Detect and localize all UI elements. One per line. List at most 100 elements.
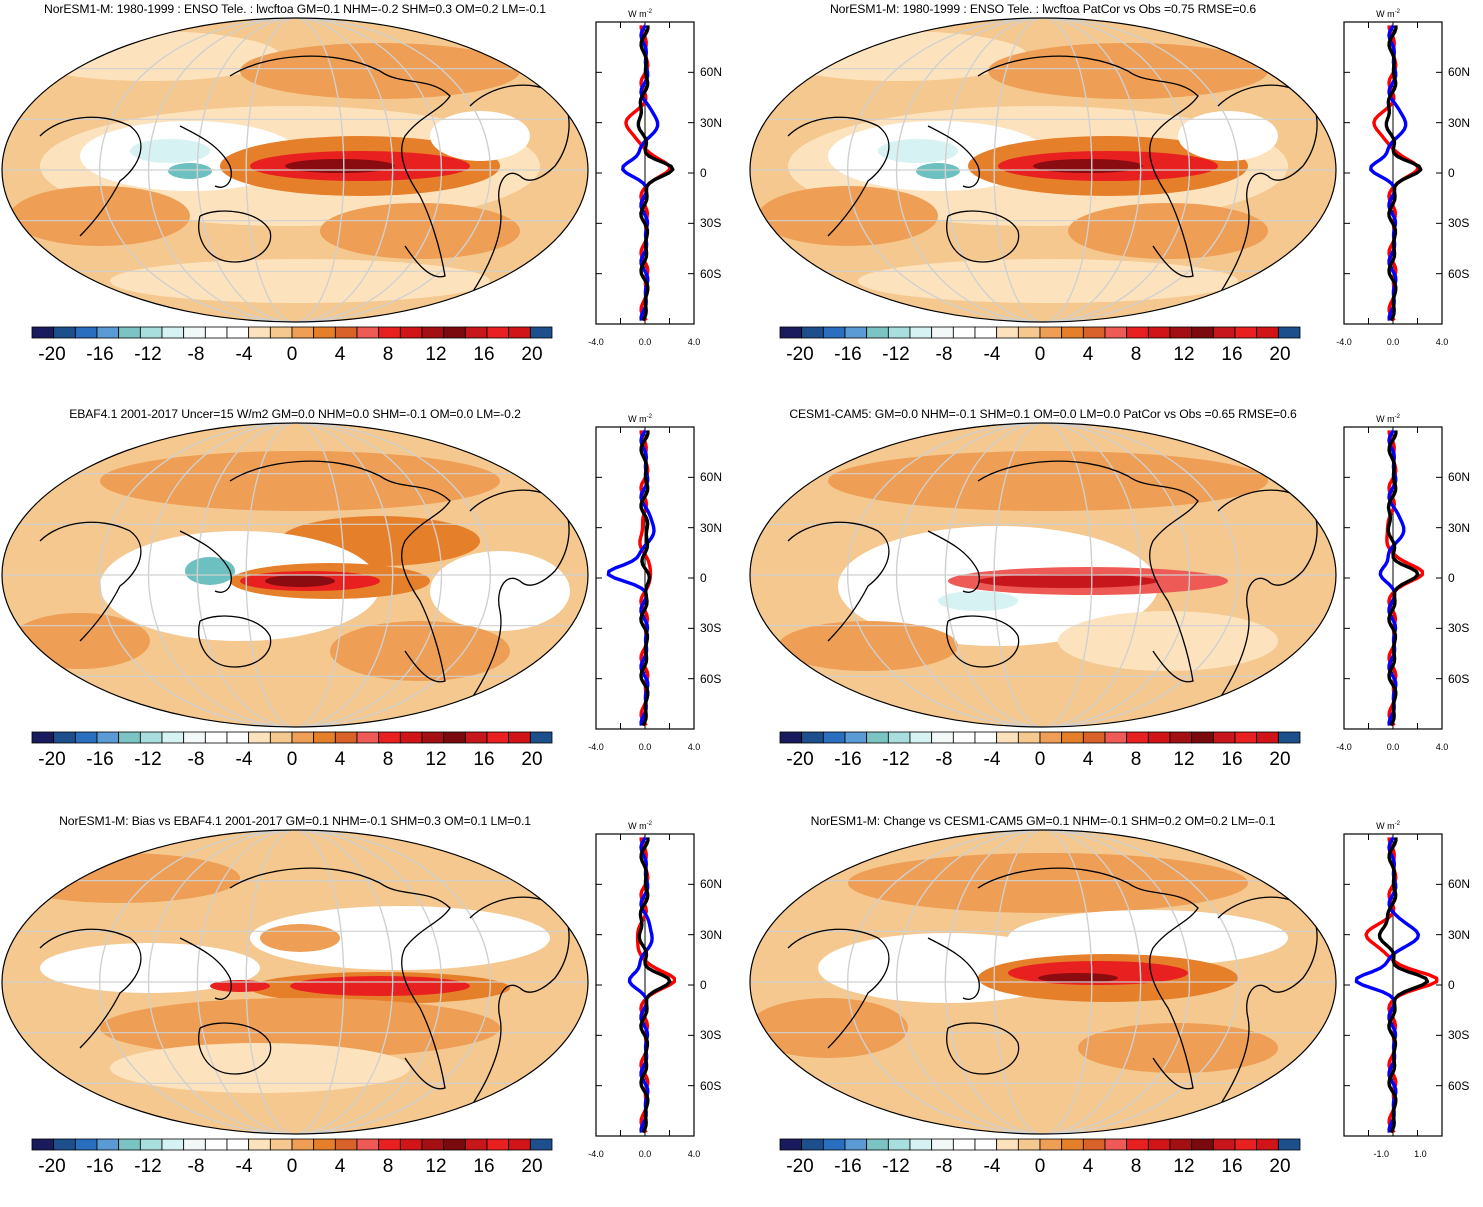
zonal-unit-label: W m-2 — [626, 9, 654, 19]
coastline — [977, 55, 1199, 278]
colorbar-swatch — [96, 731, 120, 744]
lat-label: 30N — [700, 520, 723, 535]
graticule-line — [895, 423, 1191, 727]
colorbar-swatch — [1256, 731, 1279, 744]
coastline — [229, 867, 451, 1090]
colorbar-swatch — [1169, 731, 1193, 744]
map-fill — [2, 18, 588, 322]
colorbar-swatch — [226, 1138, 250, 1151]
global-map — [748, 828, 1338, 1136]
graticule-line — [944, 18, 1142, 322]
map-region — [185, 557, 235, 585]
panel-4: CESM1-CAM5: GM=0.0 NHM=-0.1 SHM=0.1 OM=0… — [748, 405, 1483, 800]
colorbar-labels: -20 -16 -12 -8 -4 0 4 8 12 16 20 — [30, 1156, 560, 1182]
x-tick-label: 0.0 — [638, 1149, 652, 1159]
colorbar-swatch — [161, 326, 185, 339]
map-region — [938, 591, 1018, 611]
colorbar-swatch — [1017, 731, 1041, 744]
colorbar-swatch — [464, 1138, 488, 1151]
map-border — [1, 829, 589, 1135]
colorbar-swatch — [226, 731, 250, 744]
map-region — [1058, 611, 1278, 671]
colorbar-swatch — [1234, 1138, 1258, 1151]
colorbar-swatch — [1082, 731, 1106, 744]
colorbar-labels: -20 -16 -12 -8 -4 0 4 8 12 16 20 — [778, 749, 1308, 775]
map-border — [1, 422, 589, 728]
colorbar-swatch — [269, 1138, 293, 1151]
map-region — [430, 111, 530, 161]
x-tick-label: -1.0 — [1373, 1149, 1389, 1159]
colorbar-swatch — [909, 1138, 933, 1151]
colorbar-label: -4 — [235, 749, 253, 770]
panel-title: EBAF4.1 2001-2017 Uncer=15 W/m2 GM=0.0 N… — [69, 407, 521, 421]
x-tick-label: 4.0 — [687, 337, 701, 347]
colorbar-labels: -20 -16 -12 -8 -4 0 4 8 12 16 20 — [778, 344, 1308, 370]
map-region — [1008, 910, 1288, 966]
x-tick-label: -4.0 — [1336, 337, 1352, 347]
coastline — [977, 460, 1199, 683]
colorbar-swatch — [1212, 1138, 1236, 1151]
map-fill — [750, 18, 1336, 322]
colorbar-swatch — [1039, 326, 1063, 339]
colorbar-swatch — [291, 731, 315, 744]
colorbar-swatch — [248, 731, 271, 744]
zonal-mean-plot: W m-2 60N 30N 0 30S 60S -4.0 0.0 4.0 — [586, 8, 736, 348]
colorbar-label: -16 — [86, 344, 114, 365]
colorbar-label: -16 — [834, 749, 862, 770]
colorbar-label: -20 — [38, 344, 66, 365]
map-region — [110, 1043, 410, 1093]
zonal-unit-label: W m-2 — [1374, 9, 1402, 19]
colorbar-swatch — [801, 731, 824, 744]
global-map — [0, 16, 590, 324]
colorbar-label: 12 — [425, 344, 447, 365]
colorbar-label: -8 — [187, 1156, 205, 1177]
colorbar-swatch — [248, 326, 271, 339]
coastline — [946, 615, 1020, 668]
map-region — [828, 451, 1268, 511]
panel-title: NorESM1-M: 1980-1999 : ENSO Tele. : lwcf… — [44, 2, 546, 16]
coastline — [469, 896, 570, 1109]
lat-label: 60S — [1448, 1078, 1470, 1093]
colorbar-swatch — [421, 326, 445, 339]
colorbar-swatch — [529, 326, 553, 339]
colorbar-swatch — [822, 326, 846, 339]
colorbar-swatch — [486, 326, 510, 339]
coastline — [39, 116, 142, 237]
colorbar-label: -16 — [834, 344, 862, 365]
map-region — [778, 621, 958, 671]
graticule-line — [895, 830, 1191, 1134]
colorbar-label: -12 — [134, 749, 162, 770]
colorbar-label: 8 — [1130, 1156, 1142, 1177]
x-tick-label: 0.0 — [638, 742, 652, 752]
map-fill — [750, 423, 1336, 727]
model-line — [606, 429, 656, 726]
map-region — [1033, 159, 1143, 173]
colorbar-swatch — [887, 326, 911, 339]
colorbar-swatch — [801, 1138, 824, 1151]
colorbar-swatch — [269, 326, 293, 339]
colorbar-swatch — [53, 326, 76, 339]
colorbar-swatch — [1126, 1138, 1149, 1151]
colorbar-swatch — [1147, 1138, 1171, 1151]
zonal-mean-plot: W m-2 60N 30N 0 30S 60S -1.0 1.0 — [1334, 820, 1483, 1160]
graticule-line — [993, 18, 1093, 322]
x-tick-label: 4.0 — [687, 742, 701, 752]
graticule-line — [847, 830, 1239, 1134]
map-region — [260, 924, 340, 952]
panel-title: NorESM1-M: Bias vs EBAF4.1 2001-2017 GM=… — [59, 814, 531, 828]
lat-label: 30N — [1448, 115, 1471, 130]
colorbar-label: -4 — [983, 749, 1001, 770]
colorbar-label: -12 — [882, 749, 910, 770]
coastline — [179, 125, 232, 188]
map-border — [749, 17, 1337, 323]
difference-line — [1384, 25, 1423, 322]
colorbar-swatch — [291, 326, 315, 339]
lat-label: 60S — [700, 671, 722, 686]
graticule-line — [944, 830, 1142, 1134]
zonal-mean-plot: W m-2 60N 30N 0 30S 60S -4.0 0.0 4.0 — [586, 413, 736, 753]
colorbar-label: 12 — [425, 1156, 447, 1177]
coastline — [946, 210, 1020, 263]
lat-label: 0 — [700, 166, 707, 180]
colorbar-swatch — [161, 1138, 185, 1151]
colorbar-label: 16 — [1221, 1156, 1243, 1177]
